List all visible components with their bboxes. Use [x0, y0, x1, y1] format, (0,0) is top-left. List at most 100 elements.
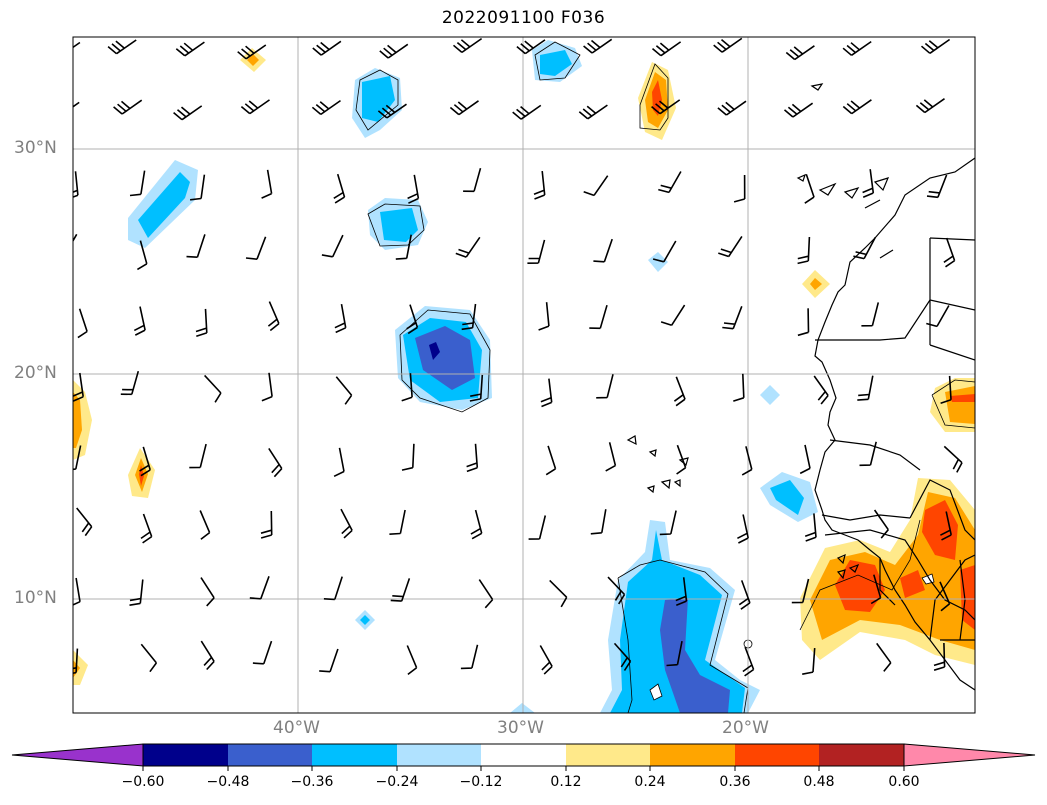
wind-barb — [920, 38, 951, 54]
wind-barb — [461, 303, 477, 331]
wind-barb — [538, 302, 550, 331]
colorbar-bin — [650, 744, 735, 766]
wind-barb — [390, 578, 411, 602]
wind-barb — [452, 37, 483, 54]
wind-barb — [204, 374, 222, 403]
wind-barb — [249, 576, 270, 600]
lon-label-30w: 30°W — [497, 718, 544, 738]
wind-barb — [804, 174, 815, 204]
wind-barb — [107, 39, 137, 55]
wind-barb — [738, 580, 751, 610]
wind-barb — [140, 643, 158, 673]
coastline — [626, 83, 975, 691]
wind-barb — [333, 447, 345, 478]
lon-label-20w: 20°W — [722, 718, 769, 738]
colorbar-tick-label: 0.12 — [550, 774, 582, 790]
colorbar-bin — [312, 744, 397, 766]
wind-barb — [389, 509, 406, 535]
wind-barb — [267, 301, 280, 332]
wind-barb — [469, 374, 484, 402]
wind-barb — [252, 640, 273, 665]
wind-barb — [718, 235, 743, 258]
wind-barb — [73, 445, 82, 471]
gridlines — [73, 37, 975, 713]
wind-barb — [593, 238, 613, 263]
wind-barb — [813, 375, 829, 405]
wind-barb — [139, 446, 151, 477]
wind-barb — [940, 511, 952, 541]
wind-barb — [666, 640, 683, 667]
wind-barb — [113, 99, 143, 115]
wind-barb — [799, 444, 811, 475]
wind-barb — [333, 173, 346, 204]
wind-barb — [733, 174, 746, 203]
wind-barb — [842, 40, 872, 56]
wind-barb — [660, 304, 686, 327]
wind-barb — [334, 303, 347, 334]
wind-barb — [540, 378, 553, 408]
wind-barb — [200, 640, 215, 671]
wind-barb — [76, 507, 93, 537]
wind-barb — [528, 515, 547, 540]
wind-barb — [802, 648, 816, 675]
wind-barb — [797, 308, 810, 337]
wind-barb — [200, 577, 215, 607]
wind-barb — [195, 308, 208, 338]
wind-barb — [136, 240, 148, 271]
wind-barb — [406, 304, 419, 335]
wind-barb — [406, 645, 418, 676]
wind-barb — [175, 41, 205, 57]
lat-label-30n: 30°N — [14, 138, 57, 158]
wind-barb — [237, 44, 267, 60]
wind-barb — [199, 510, 211, 540]
colorbar-extend-high — [903, 743, 1036, 767]
colorbar-bin — [397, 744, 481, 766]
wind-barb — [549, 579, 568, 608]
wind-barb — [527, 239, 546, 264]
wind-barb — [545, 445, 557, 476]
colorbar-bin — [228, 744, 312, 766]
colorbar-tick-label: −0.24 — [375, 774, 419, 790]
wind-barb — [319, 648, 339, 673]
wind-barb — [470, 509, 483, 540]
colorbar-tick-label: −0.12 — [459, 774, 503, 790]
wind-barb — [133, 306, 146, 336]
wind-barb — [857, 375, 874, 401]
wind-barb — [589, 304, 608, 330]
wind-barb — [741, 446, 753, 476]
lat-label-10n: 10°N — [14, 588, 57, 608]
wind-barb — [583, 38, 613, 54]
wind-barb — [73, 171, 79, 198]
wind-barb — [401, 443, 415, 471]
wind-barb — [915, 98, 945, 114]
wind-barb — [861, 302, 880, 327]
colorbar-tick-label: 0.24 — [634, 774, 666, 790]
wind-barb — [862, 169, 875, 198]
wind-barb — [533, 171, 546, 200]
wind-barb — [652, 240, 677, 263]
wind-barb — [940, 375, 952, 405]
wind-barb — [129, 170, 146, 197]
wind-barb — [335, 376, 353, 405]
wind-barb — [943, 237, 956, 268]
wind-barb — [512, 104, 542, 120]
wind-barb — [583, 175, 609, 197]
map-frame — [72, 36, 976, 714]
wind-barb — [466, 443, 479, 473]
wind-barb — [129, 579, 144, 606]
wind-barb — [590, 509, 607, 535]
colorbar-bin — [481, 744, 566, 766]
wind-barb — [578, 104, 608, 120]
colorbar-tick-label: −0.48 — [206, 774, 250, 790]
wind-barb — [77, 308, 88, 339]
wind-barb — [926, 174, 948, 199]
wind-barb — [733, 373, 745, 402]
wind-barb — [783, 102, 814, 118]
wind-barb — [742, 646, 755, 677]
map-plot-area — [73, 37, 975, 713]
wind-barb — [261, 372, 273, 402]
lat-label-20n: 20°N — [14, 363, 57, 383]
wind-barb — [173, 105, 203, 121]
wind-barb — [478, 579, 494, 609]
wind-barb — [613, 642, 632, 671]
